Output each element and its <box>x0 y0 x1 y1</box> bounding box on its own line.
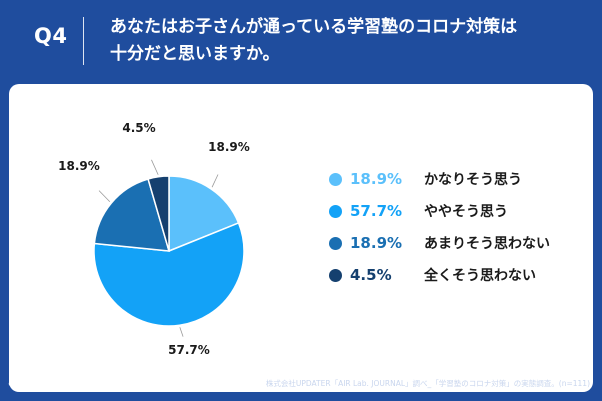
pie-leader-line-2 <box>179 327 184 337</box>
brand-logo-dot <box>106 382 111 387</box>
legend-percent-3: 18.9% <box>350 234 403 252</box>
legend-item-4: 4.5% 全くそう思わない <box>329 264 589 286</box>
source-note: 株式会社UPDATER「AIR Lab. JOURNAL」調べ_「学習塾のコロナ… <box>265 379 590 388</box>
legend-percent-4: 4.5% <box>350 266 392 284</box>
pie-data-label-1: 18.9% <box>208 140 250 154</box>
legend-swatch-4 <box>329 268 342 282</box>
legend-swatch-2 <box>329 204 342 218</box>
pie-leader-line-3 <box>98 190 111 203</box>
legend-label-4: 全くそう思わない <box>424 268 536 284</box>
brand-logo: みんなエアー <box>8 372 101 390</box>
pie-slice-4 <box>147 175 170 252</box>
header-divider <box>83 17 84 65</box>
legend-label-1: かなりそう思う <box>424 172 522 188</box>
legend-percent-2: 57.7% <box>350 202 403 220</box>
legend-percent-1: 18.9% <box>350 170 403 188</box>
pie-chart: 18.9% 57.7% 18.9% 4.5% <box>58 121 250 357</box>
legend-item-2: 57.7% ややそう思う <box>329 200 589 222</box>
question-title-line2: 十分だと思いますか。 <box>110 44 280 64</box>
pie-slice-1 <box>168 175 240 253</box>
question-number: Q4 <box>34 24 68 48</box>
pie-slice-2 <box>93 221 245 327</box>
legend-label-2: ややそう思う <box>424 204 508 220</box>
pie-leader-line-1 <box>211 174 219 188</box>
legend-item-3: 18.9% あまりそう思わない <box>329 232 589 254</box>
legend-swatch-3 <box>329 236 342 250</box>
pie-data-label-4: 4.5% <box>122 121 155 135</box>
chart-card: 18.9% 57.7% 18.9% 4.5% 18.9% かなりそう思う 57.7% ややそ… <box>9 84 593 392</box>
pie-slice-3 <box>93 178 171 252</box>
legend-item-1: 18.9% かなりそう思う <box>329 168 589 190</box>
pie-data-label-2: 57.7% <box>168 343 210 357</box>
pie-leader-line-4 <box>151 159 159 175</box>
header: Q4 あなたはお子さんが通っている学習塾のコロナ対策は 十分だと思いますか。 <box>0 0 602 82</box>
legend-label-3: あまりそう思わない <box>424 236 550 252</box>
legend-swatch-1 <box>329 172 342 186</box>
question-title: あなたはお子さんが通っている学習塾のコロナ対策は 十分だと思いますか。 <box>110 14 580 68</box>
pie-data-label-3: 18.9% <box>58 159 100 173</box>
question-title-line1: あなたはお子さんが通っている学習塾のコロナ対策は <box>110 17 518 37</box>
